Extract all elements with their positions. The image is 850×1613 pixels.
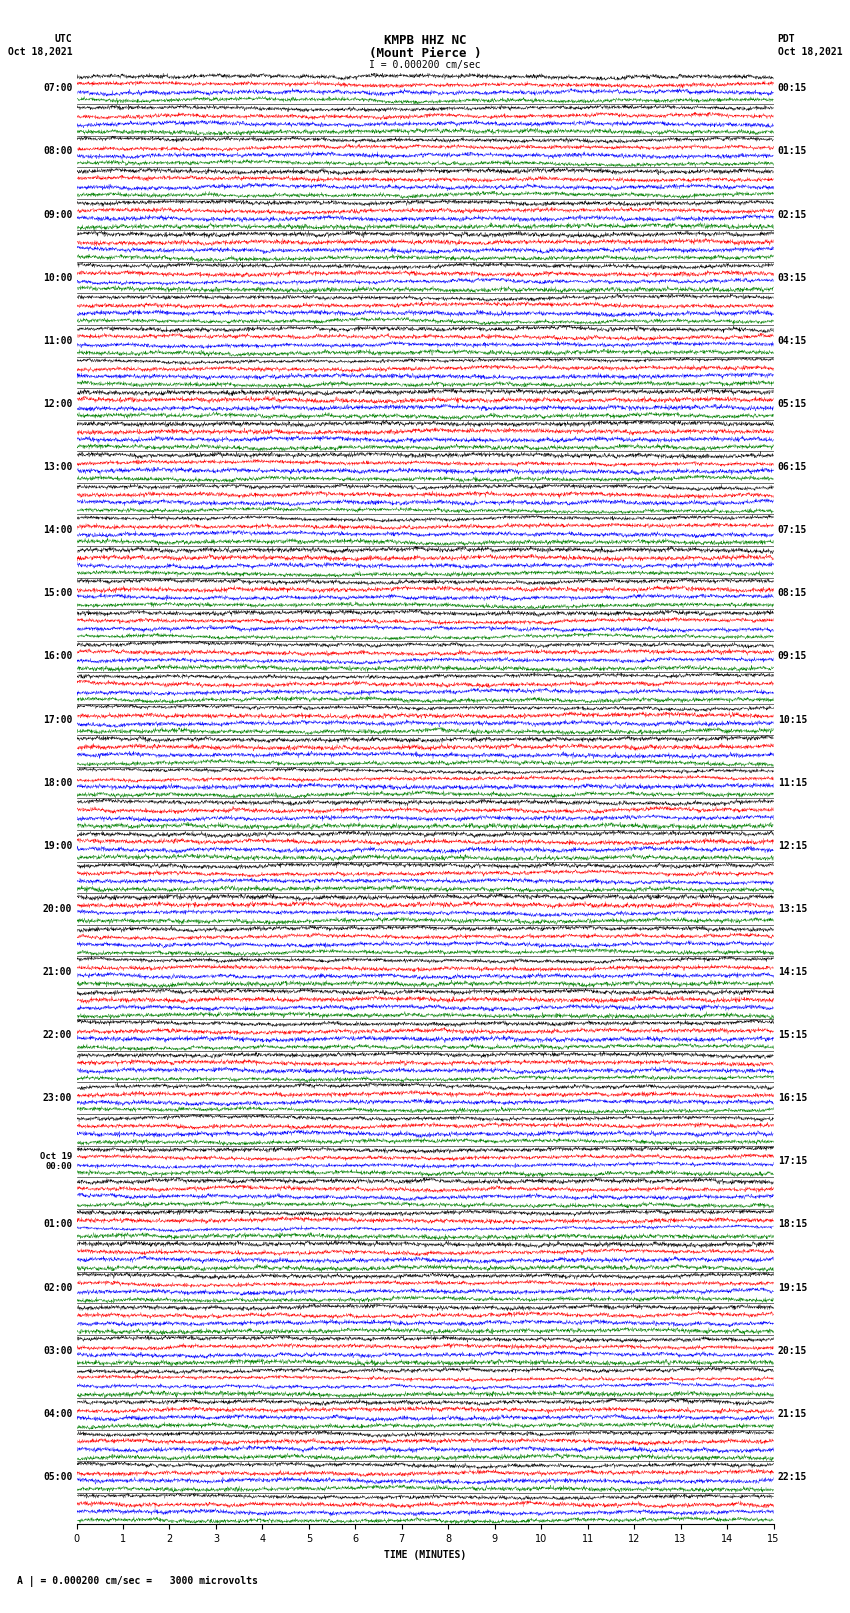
Text: 15:00: 15:00 [42,589,72,598]
Text: 08:00: 08:00 [42,147,72,156]
Text: 04:00: 04:00 [42,1408,72,1419]
Text: 00:15: 00:15 [778,84,807,94]
Text: 22:00: 22:00 [42,1031,72,1040]
Text: 09:15: 09:15 [778,652,807,661]
Text: 16:00: 16:00 [42,652,72,661]
Text: 14:15: 14:15 [778,968,807,977]
Text: KMPB HHZ NC: KMPB HHZ NC [383,34,467,47]
Text: 12:00: 12:00 [42,398,72,410]
Text: Oct 18,2021: Oct 18,2021 [8,47,72,56]
Text: 21:15: 21:15 [778,1408,807,1419]
Text: 19:00: 19:00 [42,840,72,850]
Text: 06:15: 06:15 [778,461,807,473]
Text: 01:15: 01:15 [778,147,807,156]
Text: 15:15: 15:15 [778,1031,807,1040]
Text: 03:00: 03:00 [42,1345,72,1355]
Text: 08:15: 08:15 [778,589,807,598]
Text: Oct 19
00:00: Oct 19 00:00 [40,1152,72,1171]
Text: (Mount Pierce ): (Mount Pierce ) [369,47,481,60]
Text: 09:00: 09:00 [42,210,72,219]
X-axis label: TIME (MINUTES): TIME (MINUTES) [384,1550,466,1560]
Text: 05:00: 05:00 [42,1473,72,1482]
Text: 20:00: 20:00 [42,903,72,915]
Text: I = 0.000200 cm/sec: I = 0.000200 cm/sec [369,60,481,69]
Text: 07:00: 07:00 [42,84,72,94]
Text: 14:00: 14:00 [42,526,72,536]
Text: 23:00: 23:00 [42,1094,72,1103]
Text: 17:15: 17:15 [778,1157,807,1166]
Text: 13:00: 13:00 [42,461,72,473]
Text: 20:15: 20:15 [778,1345,807,1355]
Text: 19:15: 19:15 [778,1282,807,1292]
Text: Oct 18,2021: Oct 18,2021 [778,47,842,56]
Text: 01:00: 01:00 [42,1219,72,1229]
Text: 18:15: 18:15 [778,1219,807,1229]
Text: 10:00: 10:00 [42,273,72,282]
Text: 12:15: 12:15 [778,840,807,850]
Text: 10:15: 10:15 [778,715,807,724]
Text: 04:15: 04:15 [778,336,807,345]
Text: 03:15: 03:15 [778,273,807,282]
Text: 02:00: 02:00 [42,1282,72,1292]
Text: 18:00: 18:00 [42,777,72,787]
Text: 11:00: 11:00 [42,336,72,345]
Text: 21:00: 21:00 [42,968,72,977]
Text: 16:15: 16:15 [778,1094,807,1103]
Text: 22:15: 22:15 [778,1473,807,1482]
Text: 13:15: 13:15 [778,903,807,915]
Text: 02:15: 02:15 [778,210,807,219]
Text: 17:00: 17:00 [42,715,72,724]
Text: 11:15: 11:15 [778,777,807,787]
Text: 05:15: 05:15 [778,398,807,410]
Text: PDT: PDT [778,34,796,44]
Text: A | = 0.000200 cm/sec =   3000 microvolts: A | = 0.000200 cm/sec = 3000 microvolts [17,1576,258,1587]
Text: 07:15: 07:15 [778,526,807,536]
Text: UTC: UTC [54,34,72,44]
